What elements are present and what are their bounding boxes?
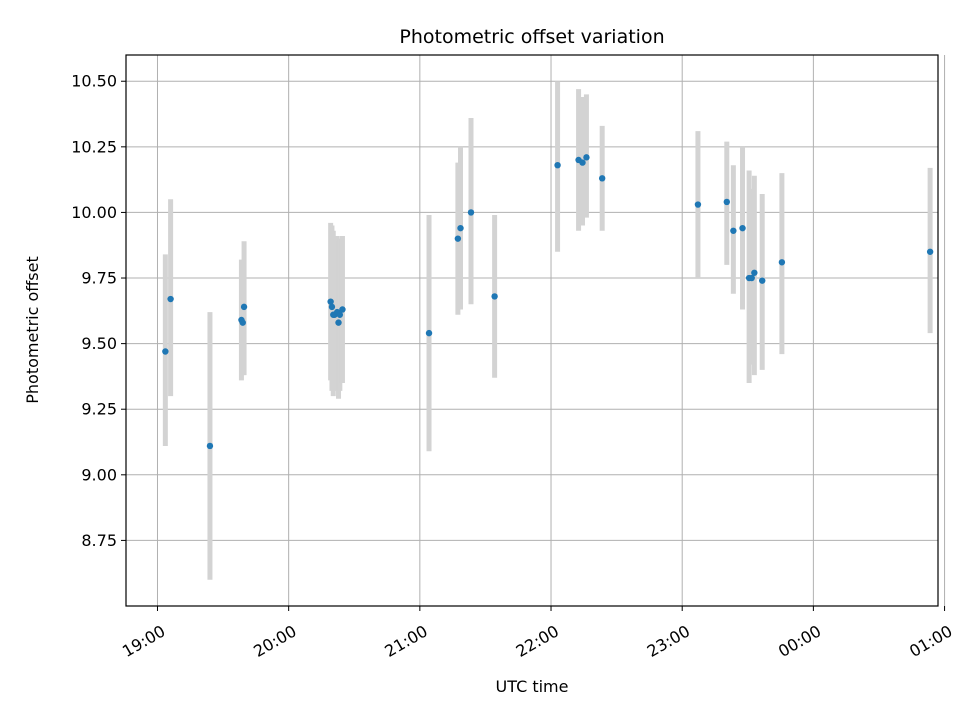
data-point [327,298,334,305]
data-point [778,259,786,266]
data-point [328,303,336,311]
data-point [239,319,246,326]
data-point [339,306,346,313]
data-point [723,198,731,206]
data-point [751,269,758,276]
x-axis-label: UTC time [496,677,569,696]
data-point [454,235,462,242]
data-point [425,329,433,337]
y-axis-label: Photometric offset [23,256,42,404]
data-point [926,248,934,255]
data-point [554,162,561,169]
data-point [730,227,737,234]
data-point [167,295,174,303]
data-point [467,209,475,216]
plot-frame [125,54,939,607]
data-points [162,154,934,450]
y-tick-label: 10.00 [71,203,117,222]
data-point [457,224,464,232]
data-point [748,274,755,282]
data-point [240,303,248,311]
data-point [694,201,702,208]
chart-title: Photometric offset variation [399,26,664,48]
data-point [583,154,590,161]
y-tick-label: 9.75 [81,269,117,288]
data-point [598,175,606,182]
data-point [739,224,746,232]
y-tick-label: 9.50 [81,334,117,353]
data-point [759,277,766,284]
data-point [335,319,342,326]
grid-lines [126,55,946,606]
data-point [491,293,498,300]
data-point [162,348,169,355]
y-tick-label: 10.25 [71,137,117,156]
y-tick-label: 8.75 [81,531,117,550]
data-point [206,442,214,450]
y-tick-label: 9.00 [81,465,117,484]
data-point [336,311,344,318]
data-point [579,159,586,166]
y-tick-label: 9.25 [81,400,117,419]
y-tick-label: 10.50 [71,72,117,91]
